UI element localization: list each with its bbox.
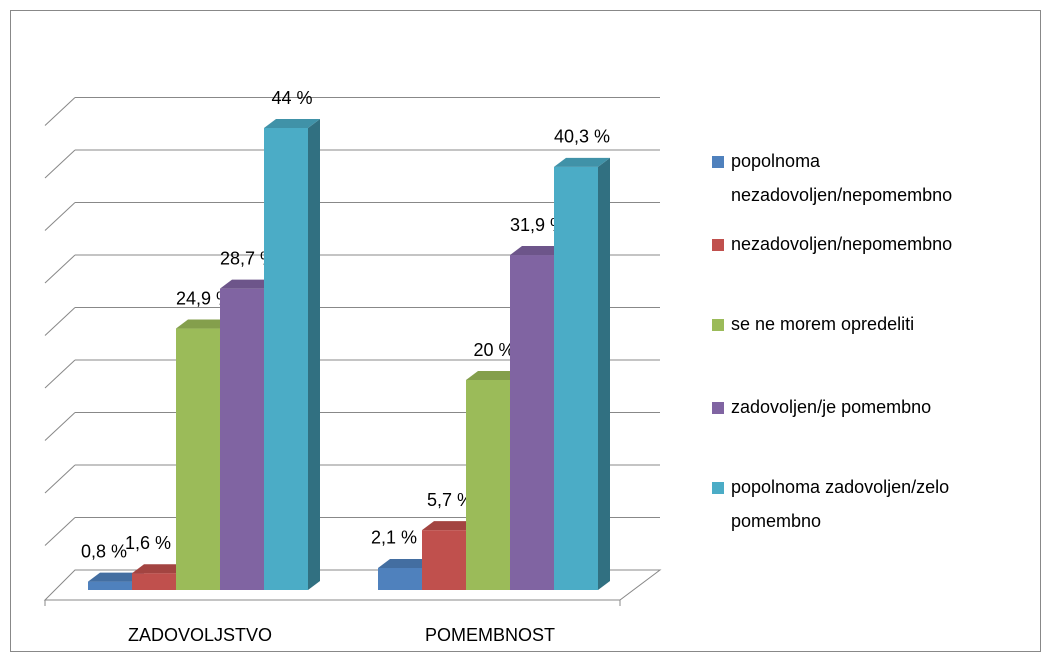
bar-side (308, 119, 320, 590)
bar-top (176, 319, 232, 329)
side-wall-line (44, 149, 76, 179)
legend-label: nezadovoljen/nepomembno (731, 234, 952, 254)
legend-label: se ne morem opredeliti (731, 314, 914, 334)
bar-front (132, 573, 176, 590)
x-tick-label: ZADOVOLJSTVO (128, 625, 272, 645)
value-label: 31,9 % (510, 215, 566, 235)
bar-front (422, 530, 466, 590)
bar-top (510, 246, 566, 256)
value-label: 28,7 % (220, 248, 276, 268)
value-label: 20 % (473, 340, 514, 360)
bar-top (554, 157, 610, 167)
legend-swatch (712, 239, 724, 251)
value-label: 44 % (271, 88, 312, 108)
legend-swatch (712, 319, 724, 331)
value-label: 0,8 % (81, 541, 127, 561)
bar (264, 119, 320, 590)
bar-front (378, 567, 422, 590)
legend-swatch (712, 482, 724, 494)
legend-label: zadovoljen/je pomembno (731, 397, 931, 417)
bar-top (466, 371, 522, 380)
side-wall-line (44, 307, 76, 336)
value-label: 24,9 % (176, 288, 232, 308)
bar-top (220, 279, 276, 289)
bar-top (378, 558, 434, 568)
side-wall-line (44, 359, 76, 389)
legend-swatch (712, 156, 724, 168)
value-label: 2,1 % (371, 528, 417, 548)
bar-top (264, 119, 320, 128)
side-wall-line (44, 517, 76, 546)
legend-label: popolnoma zadovoljen/zelo pomembno (731, 477, 949, 531)
bar (554, 157, 610, 590)
x-tick-label: POMEMBNOST (425, 625, 555, 645)
bar-front (220, 288, 264, 590)
bar-front (554, 166, 598, 590)
bar-top (88, 572, 144, 582)
bar-front (264, 128, 308, 590)
side-wall-line (44, 97, 76, 126)
side-wall-line (44, 202, 76, 231)
value-label: 1,6 % (125, 533, 171, 553)
bar-front (510, 255, 554, 591)
side-wall-line (44, 464, 76, 494)
side-wall-line (44, 412, 76, 441)
legend-label: popolnoma nezadovoljen/nepomembno (731, 151, 952, 205)
bar-side (598, 157, 610, 590)
bar-top (132, 564, 188, 574)
legend-swatch (712, 402, 724, 414)
bar-front (466, 380, 510, 590)
bar-top (422, 521, 478, 531)
bar-front (88, 581, 132, 590)
side-wall-line (44, 254, 76, 284)
bar-front (176, 328, 220, 590)
value-label: 40,3 % (554, 127, 610, 147)
value-label: 5,7 % (427, 490, 473, 510)
